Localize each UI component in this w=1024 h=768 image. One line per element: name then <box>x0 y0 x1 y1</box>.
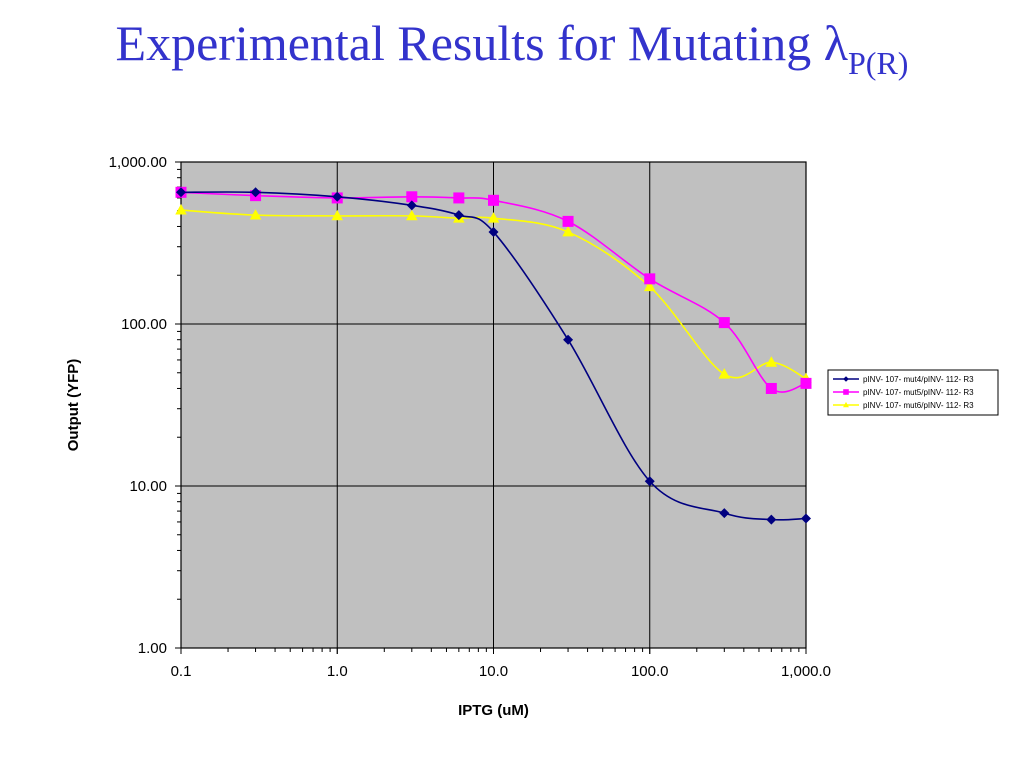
y-tick-labels: 1.00 10.00 100.00 1,000.00 <box>109 154 167 657</box>
y-tick-label: 100.00 <box>121 316 167 333</box>
data-point <box>562 225 574 237</box>
data-point <box>718 368 731 379</box>
legend-label: pINV- 107- mut4/pINV- 112- R3 <box>863 375 974 384</box>
data-point <box>644 476 655 487</box>
legend-marker <box>843 376 849 382</box>
data-point <box>406 209 418 221</box>
title-main-text: Experimental Results for Mutating <box>115 15 824 71</box>
x-tick-label: 0.1 <box>171 663 192 680</box>
data-point <box>453 192 465 204</box>
x-tick-label: 100.0 <box>631 663 669 680</box>
data-point <box>563 334 574 345</box>
data-point <box>487 212 500 223</box>
y-tick-label: 10.00 <box>129 478 167 495</box>
plot-frame <box>180 161 807 649</box>
data-point <box>331 209 344 221</box>
x-tick-labels: 0.1 1.0 10.0 100.0 1,000.0 <box>171 663 831 680</box>
data-point <box>175 204 187 215</box>
minor-tick-marks <box>175 161 807 654</box>
legend-marker <box>843 401 849 408</box>
legend-item: pINV- 107- mut6/pINV- 112- R3 <box>833 401 974 410</box>
legend-label: pINV- 107- mut6/pINV- 112- R3 <box>863 401 974 410</box>
y-axis-title: Output (YFP) <box>65 359 82 451</box>
data-point <box>250 187 261 198</box>
data-point <box>332 191 343 202</box>
series-1 <box>176 187 811 525</box>
data-point <box>643 280 656 292</box>
legend-marker <box>843 389 849 395</box>
title-subscript: P(R) <box>848 45 909 81</box>
data-point <box>249 209 262 220</box>
data-point <box>800 377 812 389</box>
data-point <box>453 210 464 221</box>
slide-title: Experimental Results for Mutating λP(R) <box>0 14 1024 82</box>
data-point <box>719 508 730 519</box>
data-point <box>718 317 730 329</box>
data-point <box>765 356 778 367</box>
data-point <box>488 226 499 237</box>
data-point <box>766 514 777 525</box>
data-point <box>406 200 417 211</box>
series-line <box>180 191 807 393</box>
gridlines <box>181 162 806 648</box>
data-point <box>801 513 811 524</box>
legend: pINV- 107- mut4/pINV- 112- R3 pINV- 107- … <box>827 369 999 416</box>
data-point <box>644 273 656 285</box>
x-tick-label: 1.0 <box>327 663 348 680</box>
data-point <box>488 194 499 206</box>
x-axis-title: IPTG (uM) <box>458 702 529 719</box>
series-layer <box>175 186 812 525</box>
data-point <box>406 191 418 203</box>
legend-item: pINV- 107- mut5/pINV- 112- R3 <box>833 388 974 397</box>
legend-label: pINV- 107- mut5/pINV- 112- R3 <box>863 388 974 397</box>
y-tick-label: 1.00 <box>138 640 167 657</box>
lambda-symbol: λ <box>823 15 848 71</box>
data-point <box>765 382 777 394</box>
data-point <box>176 187 186 198</box>
data-point <box>562 215 574 227</box>
x-tick-label: 10.0 <box>479 663 508 680</box>
x-tick-label: 1,000.0 <box>781 663 831 680</box>
y-tick-label: 1,000.00 <box>109 154 167 171</box>
legend-item: pINV- 107- mut4/pINV- 112- R3 <box>833 375 974 384</box>
